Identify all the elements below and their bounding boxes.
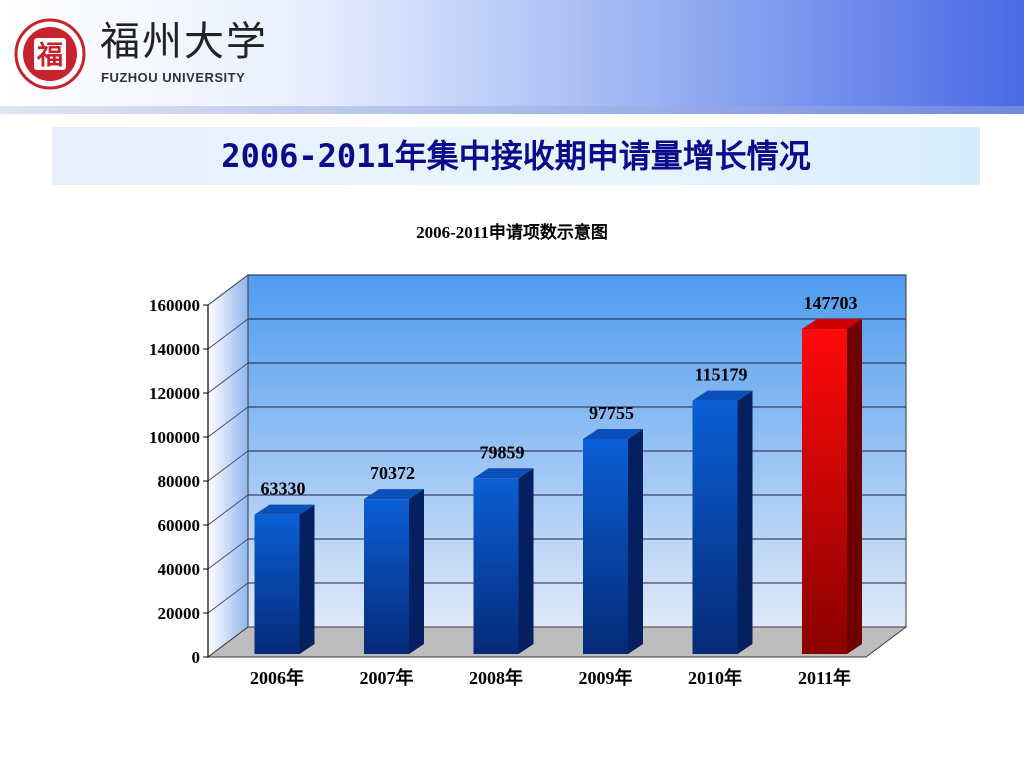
bar <box>254 514 300 654</box>
bar-side <box>847 319 862 654</box>
gridline-side <box>207 406 249 438</box>
bar-side <box>299 504 315 654</box>
bar-top <box>364 489 424 500</box>
bar <box>583 438 628 654</box>
bar-side <box>409 489 424 654</box>
y-tick-label: 100000 <box>149 428 200 447</box>
bar-top <box>802 319 862 330</box>
x-tick-label: 2007年 <box>360 667 414 688</box>
y-tick-label: 40000 <box>158 560 201 579</box>
gridline-side <box>207 318 249 350</box>
x-tick-label: 2008年 <box>469 667 523 688</box>
x-tick-label: 2006年 <box>250 667 304 688</box>
header-banner: 福 福州大学 FUZHOU UNIVERSITY <box>0 0 1024 112</box>
data-label: 63330 <box>261 479 306 499</box>
y-tick-label: 0 <box>192 648 201 667</box>
bar-side <box>737 390 753 654</box>
bar-top <box>583 428 643 439</box>
university-name-en: FUZHOU UNIVERSITY <box>101 70 246 85</box>
bar-top <box>692 390 753 401</box>
university-name-cn: 福州大学 <box>100 19 268 65</box>
bar-chart: 0 20000 40000 60000 80000 100000 120000 140000 1… <box>149 274 908 688</box>
bar-top <box>254 504 315 515</box>
y-tick-label: 20000 <box>158 604 201 623</box>
x-tick-label: 2009年 <box>579 667 633 688</box>
gridline-side <box>207 494 249 526</box>
bar <box>802 329 847 654</box>
y-tick-label: 120000 <box>149 384 200 403</box>
gridline-side <box>207 582 249 614</box>
gridline-side <box>207 362 249 394</box>
gridline-side <box>207 538 249 570</box>
university-seal-icon: 福 <box>14 18 86 90</box>
gridline-side <box>207 274 249 306</box>
gridline-side <box>207 450 249 482</box>
x-tick-label: 2010年 <box>688 667 742 688</box>
bar <box>692 400 738 654</box>
y-tick-label: 80000 <box>158 472 201 491</box>
data-label: 115179 <box>694 365 747 385</box>
data-label: 79859 <box>480 442 525 462</box>
bar <box>473 478 519 654</box>
header-divider <box>0 106 1024 114</box>
x-tick-label: 2011年 <box>798 667 851 688</box>
bar-side <box>628 428 643 654</box>
chart-title: 2006-2011申请项数示意图 <box>416 223 608 242</box>
title-band: 2006-2011年集中接收期申请量增长情况 <box>52 127 980 185</box>
data-label: 70372 <box>370 463 415 483</box>
page-title: 2006-2011年集中接收期申请量增长情况 <box>221 137 811 175</box>
y-tick-label: 140000 <box>149 340 200 359</box>
seal-glyph: 福 <box>36 41 63 71</box>
chart-container: 2006-2011申请项数示意图 0 20000 40000 60000 80000 10… <box>0 200 1024 720</box>
bar <box>364 499 409 654</box>
bar-top <box>473 468 534 479</box>
bar-side <box>518 468 534 654</box>
data-label: 147703 <box>804 293 858 313</box>
data-label: 97755 <box>589 403 634 423</box>
y-tick-label: 60000 <box>158 516 201 535</box>
y-tick-label: 160000 <box>149 296 200 315</box>
